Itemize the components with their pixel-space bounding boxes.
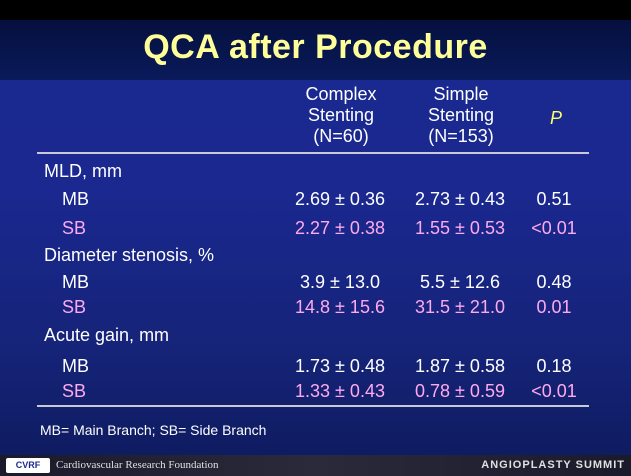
- event-name: ANGIOPLASTY SUMMIT: [481, 459, 625, 471]
- footer-bar: [0, 455, 631, 476]
- column-header-simple-line1: Simple: [433, 84, 489, 104]
- cell-simple: 1.55 ± 0.53: [415, 218, 505, 238]
- cell-p: 0.51: [536, 189, 572, 209]
- cell-complex: 1.33 ± 0.43: [295, 381, 385, 401]
- table-row: MB 2.69 ± 0.36 2.73 ± 0.43 0.51: [0, 189, 631, 213]
- cell-simple: 2.73 ± 0.43: [415, 189, 505, 209]
- row-label: MB: [62, 356, 89, 376]
- table-row: MB 3.9 ± 13.0 5.5 ± 12.6 0.48: [0, 272, 631, 296]
- footnote: MB= Main Branch; SB= Side Branch: [40, 422, 267, 438]
- cell-p: <0.01: [531, 218, 577, 238]
- section-label: MLD, mm: [44, 161, 122, 181]
- table-row: SB 2.27 ± 0.38 1.55 ± 0.53 <0.01: [0, 218, 631, 242]
- column-header-complex-line1: Complex: [305, 84, 377, 104]
- row-label: MB: [62, 189, 89, 209]
- section-row: Diameter stenosis, %: [0, 245, 631, 269]
- cell-simple: 1.87 ± 0.58: [415, 356, 505, 376]
- cell-complex: 14.8 ± 15.6: [295, 297, 385, 317]
- cell-p: <0.01: [531, 381, 577, 401]
- top-bar: [0, 0, 631, 20]
- table-row: SB 1.33 ± 0.43 0.78 ± 0.59 <0.01: [0, 381, 631, 405]
- cvrf-logo: CVRF: [6, 458, 50, 473]
- table-row: SB 14.8 ± 15.6 31.5 ± 21.0 0.01: [0, 297, 631, 321]
- table-row: MB 1.73 ± 0.48 1.87 ± 0.58 0.18: [0, 356, 631, 380]
- row-label: SB: [62, 218, 87, 238]
- cell-complex: 1.73 ± 0.48: [295, 356, 385, 376]
- title-band: [0, 20, 631, 80]
- header-rule: [37, 152, 589, 154]
- slide-title: QCA after Procedure: [143, 28, 488, 66]
- column-header-p: P: [549, 108, 562, 128]
- row-label: SB: [62, 381, 87, 401]
- cell-p: 0.01: [536, 297, 572, 317]
- cell-simple: 5.5 ± 12.6: [420, 272, 500, 292]
- column-header-complex-line3: (N=60): [313, 126, 369, 146]
- column-header-complex-line2: Stenting: [307, 105, 375, 125]
- column-header-simple-line3: (N=153): [428, 126, 494, 146]
- cell-complex: 2.69 ± 0.36: [295, 189, 385, 209]
- column-header-simple: Simple Stenting (N=153): [402, 84, 520, 147]
- cell-simple: 31.5 ± 21.0: [415, 297, 505, 317]
- cell-complex: 2.27 ± 0.38: [295, 218, 385, 238]
- row-label: SB: [62, 297, 87, 317]
- row-label: MB: [62, 272, 89, 292]
- column-header-simple-line2: Stenting: [427, 105, 495, 125]
- cell-p: 0.18: [536, 356, 572, 376]
- cell-complex: 3.9 ± 13.0: [300, 272, 380, 292]
- column-header-complex: Complex Stenting (N=60): [282, 84, 400, 147]
- cell-p: 0.48: [536, 272, 572, 292]
- cell-simple: 0.78 ± 0.59: [415, 381, 505, 401]
- section-label: Diameter stenosis, %: [44, 245, 215, 265]
- organization-name: Cardiovascular Research Foundation: [56, 459, 219, 471]
- section-row: MLD, mm: [0, 161, 631, 185]
- section-label: Acute gain, mm: [44, 325, 170, 345]
- bottom-rule: [37, 405, 589, 407]
- section-row: Acute gain, mm: [0, 325, 631, 349]
